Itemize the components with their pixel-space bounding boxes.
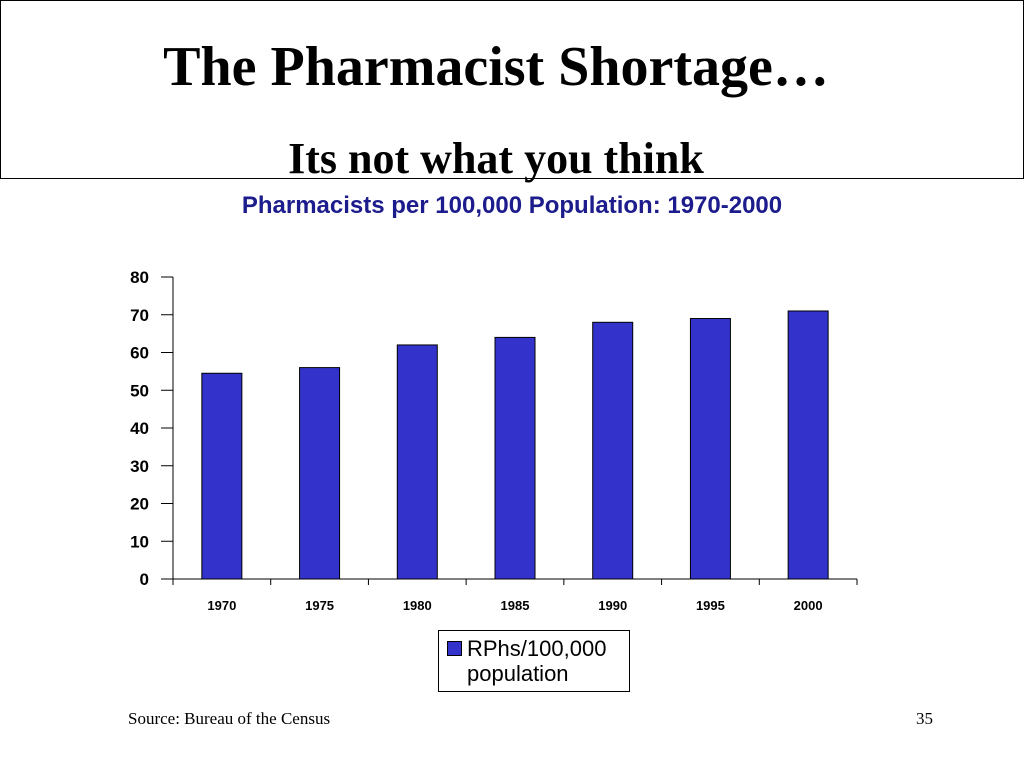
title-box: The Pharmacist Shortage… Its not what yo… [0,0,1024,183]
x-tick-label: 2000 [794,598,823,613]
source-note: Source: Bureau of the Census [128,709,331,728]
x-tick-label: 1980 [403,598,432,613]
x-tick-label: 1995 [696,598,725,613]
y-tick-label: 20 [130,495,149,514]
x-tick-label: 1975 [305,598,334,613]
y-tick-label: 70 [130,306,149,325]
slide-title: The Pharmacist Shortage… [163,36,829,98]
page-number: 35 [916,709,933,728]
slide-subtitle: Its not what you think [288,134,704,183]
bar [592,321,634,580]
bar [787,310,829,580]
bar [689,318,731,580]
y-tick-label: 0 [140,570,149,589]
bar [299,367,341,580]
legend-swatch [447,641,462,656]
bar [396,344,438,580]
y-tick-label: 40 [130,419,149,438]
y-tick-label: 50 [130,381,149,400]
bar [201,372,243,580]
x-tick-label: 1990 [598,598,627,613]
y-tick-label: 80 [130,268,149,287]
y-tick-label: 10 [130,532,149,551]
x-tick-label: 1985 [501,598,530,613]
y-tick-label: 30 [130,457,149,476]
y-tick-label: 60 [130,344,149,363]
x-tick-label: 1970 [207,598,236,613]
bar [494,336,536,580]
legend: RPhs/100,000 population [438,630,630,692]
chart-title: Pharmacists per 100,000 Population: 1970… [241,192,783,219]
legend-label: RPhs/100,000 population [467,636,607,686]
